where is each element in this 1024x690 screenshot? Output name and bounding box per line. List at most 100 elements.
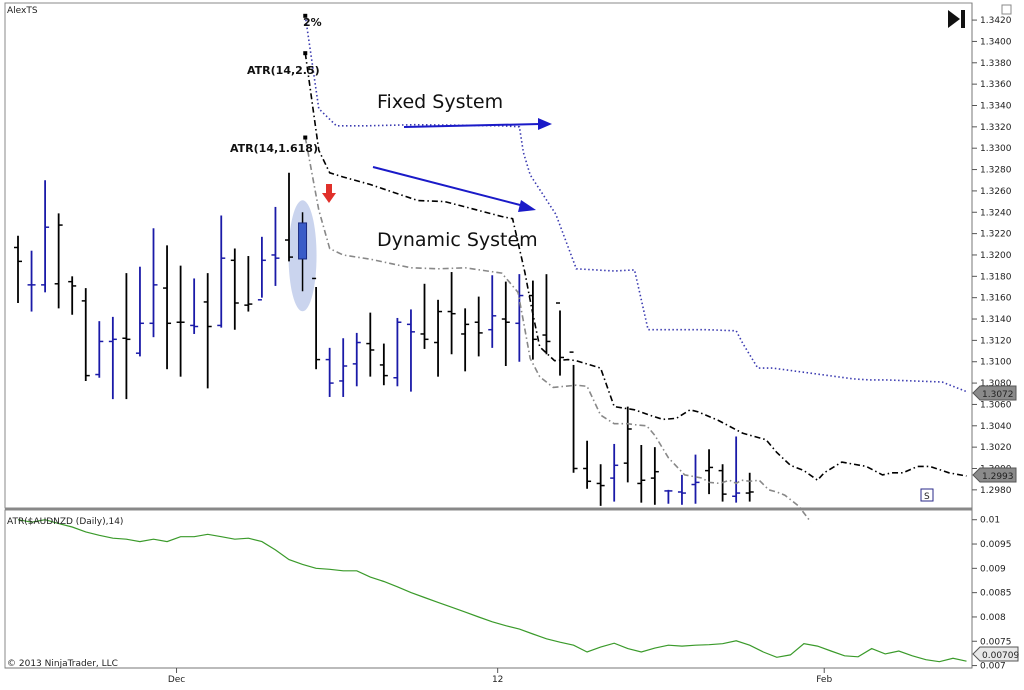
copyright: © 2013 NinjaTrader, LLC — [7, 659, 118, 669]
indicator-tick-label: 0.008 — [980, 613, 1006, 623]
price-tick-label: 1.3420 — [980, 16, 1012, 26]
price-tick-label: 1.3020 — [980, 443, 1012, 453]
ohlc-bar — [163, 245, 172, 370]
fixed-system-label: Fixed System — [377, 91, 503, 113]
ohlc-bar — [257, 236, 266, 301]
ohlc-bar — [420, 283, 429, 349]
price-tick-label: 1.3260 — [980, 187, 1012, 197]
price-tick-label: 1.3120 — [980, 336, 1012, 346]
ohlc-bar — [569, 351, 578, 473]
price-tick-label: 1.3360 — [980, 80, 1012, 90]
stop-start-marker — [303, 13, 308, 18]
price-tick-label: 1.3140 — [980, 315, 1012, 325]
price-tick-label: 1.3180 — [980, 272, 1012, 282]
ohlc-bar — [176, 265, 185, 377]
ohlc-bar — [339, 338, 348, 397]
stop-label-atr-25: ATR(14,2.5) — [247, 64, 320, 77]
ohlc-bar — [95, 321, 104, 378]
price-tick-label: 1.3380 — [980, 59, 1012, 69]
ohlc-bar — [664, 489, 673, 504]
price-tick-label: 1.3280 — [980, 166, 1012, 176]
play-end-button[interactable] — [944, 8, 968, 30]
svg-text:1.3072: 1.3072 — [982, 390, 1014, 400]
ohlc-bar — [623, 406, 632, 483]
stop-series-line — [304, 137, 812, 523]
panel-badge[interactable]: S — [920, 488, 934, 502]
indicator-tick-label: 0.01 — [980, 516, 1000, 526]
ohlc-bar — [14, 235, 22, 304]
ohlc-bar — [298, 212, 308, 292]
svg-text:1.2993: 1.2993 — [982, 472, 1014, 482]
dynamic-arrow-icon — [372, 166, 536, 212]
stop-label-2pct: 2% — [303, 16, 322, 29]
indicator-tick-label: 0.007 — [980, 662, 1006, 672]
price-tick-label: 1.3320 — [980, 123, 1012, 133]
fixed-price-flag: 1.3072 — [972, 385, 1017, 401]
ohlc-bar — [501, 281, 510, 367]
stop-series-line — [304, 15, 967, 393]
ohlc-bar — [149, 228, 158, 338]
price-tick-label: 1.3080 — [980, 379, 1012, 389]
atr-line — [17, 519, 967, 663]
ohlc-bar — [745, 472, 754, 502]
entry-arrow-icon — [322, 184, 336, 203]
ohlc-bar — [68, 276, 77, 315]
indicator-panel-frame — [4, 509, 973, 669]
svg-text:0.00709: 0.00709 — [982, 651, 1019, 661]
time-tick-label: 12 — [492, 675, 503, 685]
ohlc-bar — [366, 312, 375, 377]
ohlc-bar — [122, 273, 131, 400]
ohlc-bar — [41, 180, 50, 293]
atr-series-line — [17, 519, 967, 663]
ohlc-bar — [542, 274, 551, 355]
indicator-axis: 0.01 0.0095 0.009 0.0085 0.008 0.0075 0.007 — [972, 516, 1012, 672]
ohlc-bar — [691, 454, 700, 504]
ohlc-bar — [406, 309, 415, 392]
price-tick-label: 1.3240 — [980, 208, 1012, 218]
time-tick-label: Dec — [168, 675, 185, 685]
stop-start-marker — [303, 51, 308, 56]
stop-lines — [303, 13, 967, 523]
ohlc-bar — [583, 440, 592, 489]
fixed-arrow-icon — [403, 118, 552, 130]
dynamic-price-flag: 1.2993 — [972, 467, 1017, 483]
ohlc-bar — [705, 449, 714, 495]
ohlc-bar — [244, 256, 253, 312]
price-tick-label: 1.3340 — [980, 101, 1012, 111]
price-tick-label: 1.3060 — [980, 400, 1012, 410]
ohlc-bar — [596, 464, 605, 506]
ohlc-bar — [379, 343, 388, 386]
ohlc-bar — [650, 447, 659, 505]
ohlc-bar — [285, 172, 293, 262]
ohlc-bar — [135, 266, 144, 357]
ohlc-bar — [27, 250, 36, 312]
ohlc-bar — [732, 436, 741, 503]
ohlc-bar — [637, 445, 646, 503]
ohlc-bar — [312, 277, 321, 370]
ohlc-bar — [203, 273, 212, 389]
ohlc-bar — [352, 332, 361, 387]
ohlc-bar — [108, 316, 117, 400]
price-tick-label: 1.3100 — [980, 358, 1012, 368]
ohlc-bar — [556, 302, 564, 376]
ohlc-bar — [190, 278, 199, 334]
time-tick-label: Feb — [816, 675, 832, 685]
price-axis: 1.3420 1.3400 1.3380 1.3360 1.3340 1.3320 1.33… — [972, 16, 1012, 496]
indicator-tick-label: 0.0075 — [980, 637, 1012, 647]
price-tick-label: 1.2980 — [980, 486, 1012, 496]
price-tick-label: 1.3400 — [980, 37, 1012, 47]
ohlc-bar — [230, 248, 239, 330]
price-tick-label: 1.3300 — [980, 144, 1012, 154]
scale-toggle-button[interactable] — [1001, 4, 1012, 15]
stop-series-line — [304, 53, 967, 482]
price-tick-label: 1.3040 — [980, 422, 1012, 432]
stop-label-atr-1618: ATR(14,1.618) — [230, 142, 318, 155]
indicator-tick-label: 0.0095 — [980, 540, 1012, 550]
indicator-tick-label: 0.009 — [980, 564, 1006, 574]
ohlc-bar — [610, 443, 619, 502]
ohlc-bar — [461, 308, 470, 372]
ohlc-bar — [54, 213, 63, 309]
ohlc-bar — [447, 272, 456, 355]
